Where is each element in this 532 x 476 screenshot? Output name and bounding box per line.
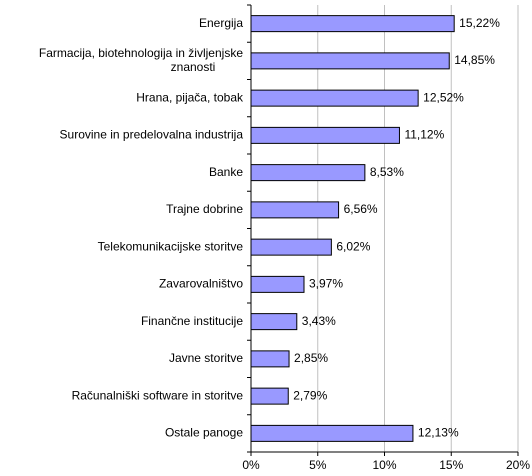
y-tick-label: Telekomunikacijske storitve [98,239,244,253]
bar [250,387,289,405]
y-tick-label: Trajne dobrine [166,202,243,216]
y-tick-label: Finančne institucije [141,314,243,328]
y-tick-label: Farmacija, biotehnologija in življenjske… [39,46,243,74]
y-tick-label: Zavarovalništvo [159,277,243,291]
value-label: 12,52% [423,90,464,104]
y-tick-label: Javne storitve [169,351,243,365]
bar [250,350,290,368]
value-label: 3,97% [309,277,343,291]
value-label: 12,13% [418,426,459,440]
x-tick-label: 20% [506,458,530,472]
y-tick-label: Ostale panoge [165,426,243,440]
value-label: 6,02% [336,239,370,253]
y-tick-label: Hrana, pijača, tobak [136,90,244,104]
value-label: 2,85% [294,351,328,365]
bar [250,89,419,107]
value-label: 3,43% [302,314,336,328]
x-tick-label: 5% [309,458,327,472]
y-tick-label: Računalniški software in storitve [72,388,244,402]
bar [250,201,340,219]
bar [250,52,450,70]
bar [250,164,366,182]
value-label: 11,12% [404,128,444,142]
value-label: 8,53% [370,165,404,179]
bar [250,15,455,33]
value-label: 6,56% [344,202,378,216]
bar [250,424,414,442]
value-label: 14,85% [454,53,495,67]
value-label: 2,79% [293,388,327,402]
bar [250,275,305,293]
bar [250,313,298,331]
value-label: 15,22% [459,16,500,30]
x-tick-label: 15% [439,458,463,472]
x-tick-label: 10% [372,458,396,472]
y-tick-label: Energija [199,16,243,30]
x-tick-label: 0% [242,458,260,472]
bar [250,126,400,144]
y-tick-label: Banke [209,165,243,179]
bar [250,238,332,256]
y-tick-label: Surovine in predelovalna industrija [60,128,244,142]
